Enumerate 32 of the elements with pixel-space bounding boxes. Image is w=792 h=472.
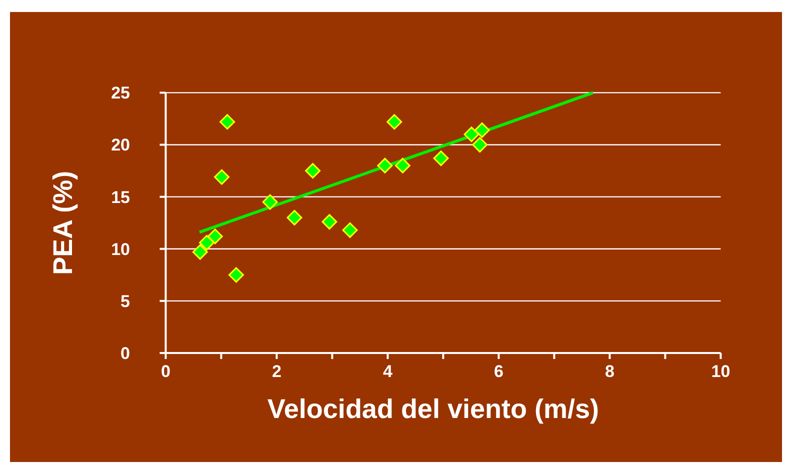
point (192, 244, 208, 260)
point (214, 169, 230, 185)
x-tick-label: 8 (604, 362, 614, 381)
y-tick-label: 5 (120, 292, 130, 311)
y-tick-label: 20 (111, 136, 130, 155)
point (228, 267, 244, 283)
y-tick-label: 25 (111, 84, 130, 103)
y-tick-label: 0 (120, 344, 130, 363)
x-tick-label: 4 (382, 362, 393, 381)
point (464, 126, 480, 142)
point (262, 194, 278, 210)
x-axis-title: Velocidad del viento (m/s) (267, 394, 599, 424)
point (305, 163, 321, 179)
point (199, 234, 215, 250)
point (322, 214, 338, 230)
point (377, 158, 393, 174)
x-tick-label: 2 (272, 362, 282, 381)
point (433, 150, 449, 166)
point (394, 158, 410, 174)
point (220, 114, 236, 130)
x-tick-label: 0 (160, 362, 170, 381)
point (474, 122, 490, 138)
y-axis-title: PEA (%) (48, 170, 78, 275)
y-tick-label: 10 (111, 240, 130, 259)
point (207, 228, 223, 244)
point (286, 210, 302, 226)
point (342, 222, 358, 238)
x-tick-label: 10 (711, 362, 730, 381)
point (386, 114, 402, 130)
x-tick-label: 6 (494, 362, 504, 381)
y-tick-label: 15 (111, 188, 130, 207)
point (472, 137, 488, 153)
